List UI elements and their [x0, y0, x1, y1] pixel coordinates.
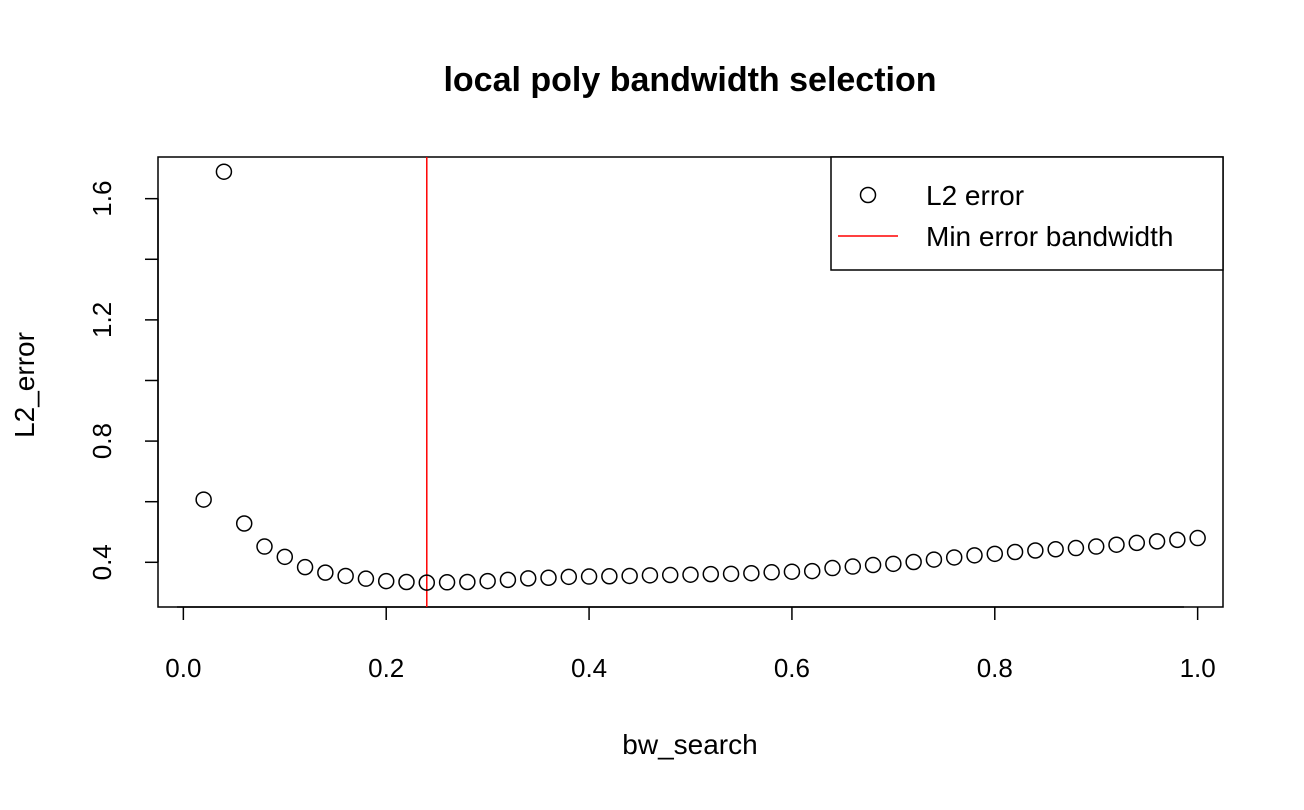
data-point — [195, 491, 212, 508]
data-point — [276, 548, 294, 566]
x-tick-label: 0.0 — [165, 653, 201, 683]
data-point — [885, 555, 902, 573]
data-point — [398, 573, 415, 591]
chart-title: local poly bandwidth selection — [443, 61, 936, 99]
data-point — [844, 558, 862, 575]
y-axis-label: L2_error — [9, 332, 40, 438]
data-point — [824, 559, 841, 577]
data-point — [540, 569, 557, 587]
data-point — [621, 567, 638, 585]
data-point — [1087, 538, 1105, 555]
data-point — [519, 570, 537, 587]
data-point — [945, 549, 963, 566]
data-point — [1148, 533, 1166, 550]
data-point — [560, 568, 578, 586]
y-tick-label: 1.2 — [87, 302, 117, 338]
data-point — [702, 565, 720, 583]
data-point — [418, 574, 436, 591]
data-point — [459, 573, 476, 591]
x-tick-label: 0.4 — [571, 653, 607, 683]
data-point — [296, 558, 314, 576]
data-point — [1108, 536, 1125, 553]
x-tick-label: 0.8 — [977, 653, 1013, 683]
y-tick-label: 0.8 — [87, 423, 117, 459]
x-tick-label: 0.2 — [368, 653, 404, 683]
data-point — [499, 571, 517, 589]
data-point — [1067, 539, 1085, 557]
data-point — [661, 566, 679, 584]
data-point — [601, 567, 618, 585]
data-point — [1027, 542, 1044, 559]
y-tick-label: 0.4 — [87, 544, 117, 580]
data-point — [337, 567, 354, 585]
data-point — [641, 567, 659, 584]
legend-label-min-error-bandwidth: Min error bandwidth — [926, 221, 1173, 252]
x-axis-label: bw_search — [622, 729, 757, 760]
data-point — [986, 545, 1004, 563]
x-axis: 0.0 0.2 0.4 0.6 0.8 1.0 — [165, 607, 1216, 683]
data-point — [763, 564, 780, 581]
data-point — [215, 163, 233, 180]
data-point — [235, 515, 253, 532]
data-point — [803, 562, 821, 580]
data-point — [357, 570, 375, 587]
data-point — [682, 566, 699, 583]
x-tick-label: 1.0 — [1180, 653, 1216, 683]
data-point — [1189, 529, 1206, 547]
data-point — [783, 563, 801, 580]
data-point — [905, 553, 922, 571]
data-point — [864, 556, 882, 574]
data-point — [925, 551, 943, 568]
data-point — [317, 564, 334, 581]
y-tick-label: 1.6 — [87, 181, 117, 217]
data-point — [438, 574, 456, 591]
data-point — [377, 572, 395, 590]
data-point — [256, 538, 273, 555]
data-point — [580, 568, 598, 585]
data-point — [722, 565, 740, 583]
data-point — [1169, 531, 1186, 549]
legend: L2 error Min error bandwidth — [830, 156, 1224, 271]
data-point — [1006, 543, 1024, 561]
data-points-layer — [195, 163, 1206, 591]
legend-point-symbol — [859, 186, 877, 204]
y-axis: 0.4 0.8 1.2 1.6 — [87, 181, 159, 580]
data-point — [1047, 541, 1064, 558]
data-point — [743, 564, 760, 582]
data-point — [1128, 534, 1146, 552]
legend-label-l2-error: L2 error — [926, 180, 1024, 211]
data-point — [966, 547, 983, 564]
data-point — [479, 572, 496, 590]
x-tick-label: 0.6 — [774, 653, 810, 683]
legend-box — [830, 156, 1224, 271]
